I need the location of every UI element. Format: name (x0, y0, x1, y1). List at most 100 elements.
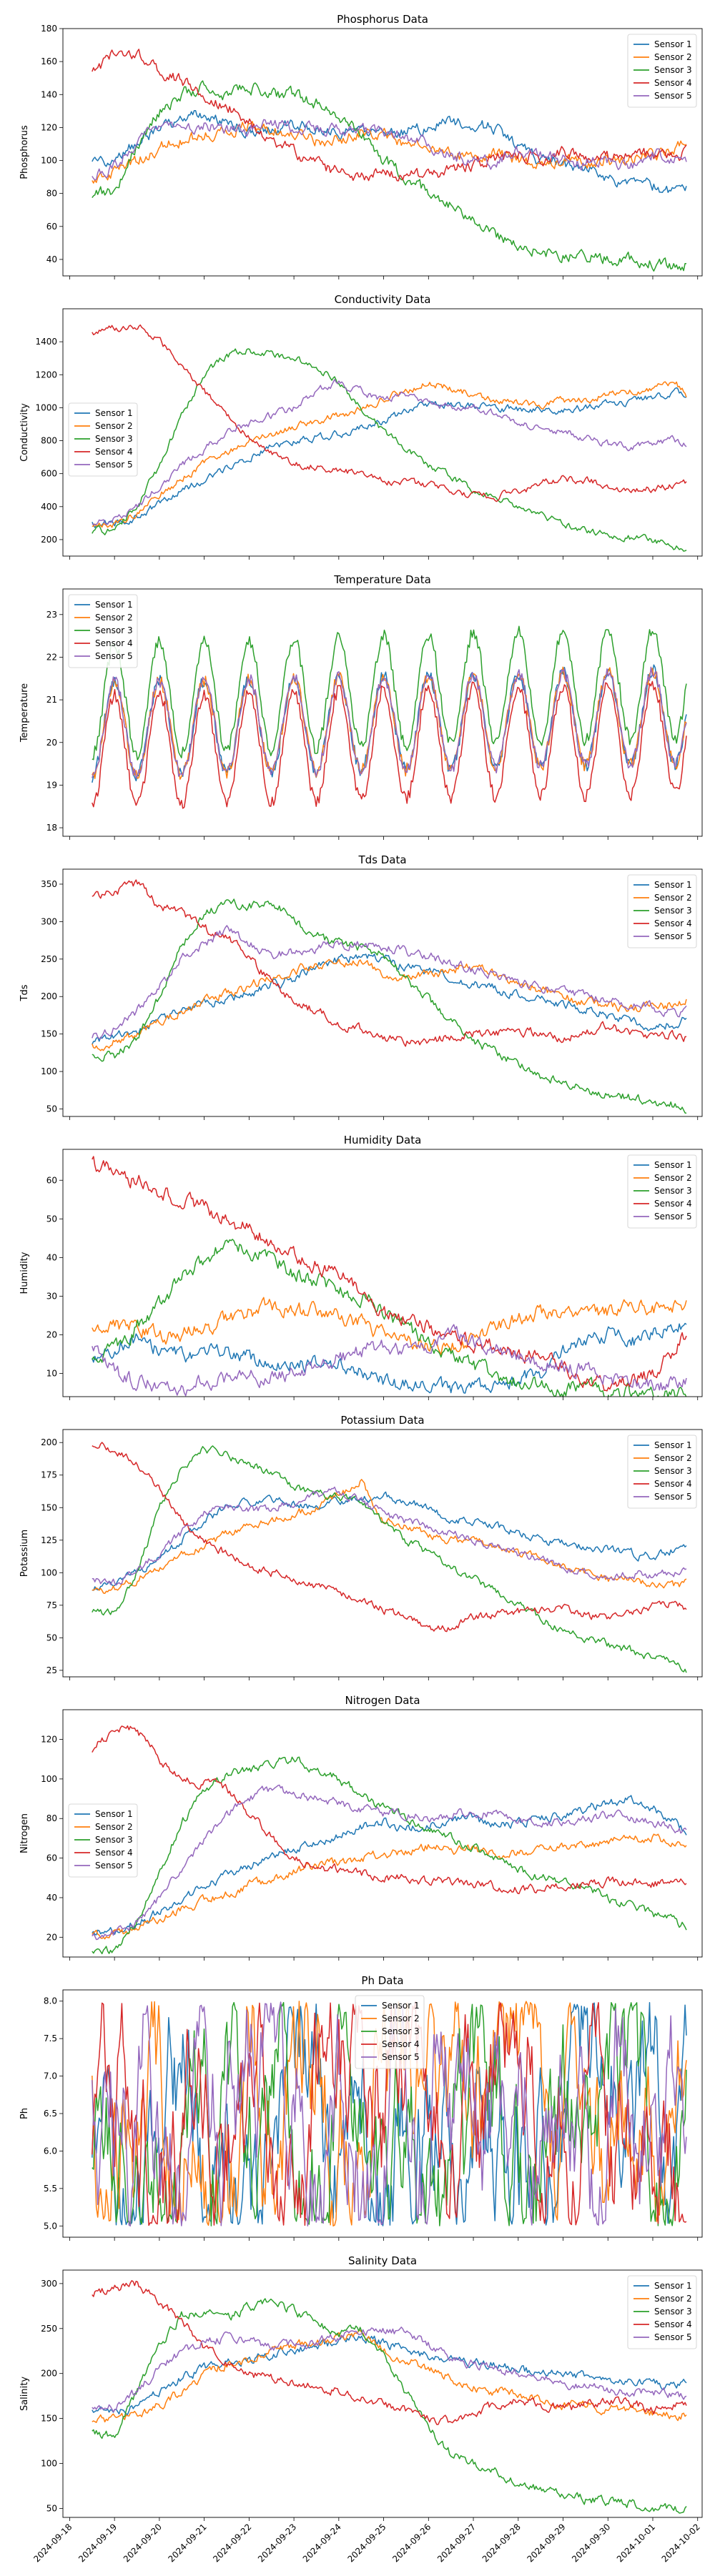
subplot-title: Conductivity Data (335, 293, 431, 306)
legend-box (627, 2275, 697, 2349)
y-tick-label: 1000 (35, 402, 57, 412)
legend-entry: Sensor 5 (654, 931, 692, 941)
legend-box (68, 402, 138, 477)
series-line-sensor-1 (92, 2333, 687, 2415)
legend-entry: Sensor 3 (95, 434, 133, 444)
legend: Sensor 1 Sensor 2 Sensor 3 Sensor 4 Sensor 5 (627, 874, 697, 948)
series-line-sensor-2 (92, 2329, 687, 2423)
y-tick-label: 6.0 (44, 2146, 57, 2156)
series-line-sensor-5 (92, 666, 687, 779)
legend: Sensor 1 Sensor 2 Sensor 3 Sensor 4 Sensor 5 (68, 1803, 138, 1878)
y-axis-label: Humidity (19, 1252, 30, 1294)
series-line-sensor-5 (92, 925, 687, 1039)
series-line-sensor-3 (92, 2298, 687, 2514)
series-line-sensor-3 (92, 625, 687, 761)
y-tick-label: 60 (46, 1853, 57, 1863)
legend-entry: Sensor 2 (654, 1173, 692, 1183)
series-line-sensor-5 (92, 379, 687, 525)
series-line-sensor-5 (92, 1324, 687, 1397)
series-line-sensor-3 (92, 348, 687, 552)
legend-entry: Sensor 4 (95, 1848, 133, 1858)
legend-box (68, 594, 138, 668)
y-tick-label: 22 (46, 652, 57, 662)
subplot-title: Potassium Data (340, 1414, 424, 1427)
axes-frame (62, 1989, 703, 2238)
series-line-sensor-3 (92, 1239, 687, 1397)
series-line-sensor-3 (92, 1756, 687, 1955)
subplot-humidity-data: Humidity Data Humidity 10 20 30 40 50 60 Sensor … (19, 1134, 703, 1400)
y-tick-label: 20 (46, 1932, 57, 1942)
series-line-sensor-3 (92, 898, 687, 1114)
legend-entry: Sensor 3 (654, 2307, 692, 2317)
y-tick-label: 6.5 (44, 2109, 57, 2119)
legend: Sensor 1 Sensor 2 Sensor 3 Sensor 4 Sensor 5 (68, 402, 138, 477)
legend-entry: Sensor 3 (654, 65, 692, 75)
y-tick-label: 200 (41, 1437, 57, 1447)
legend-box (627, 874, 697, 948)
subplot-title: Salinity Data (348, 2254, 417, 2267)
series-line-sensor-1 (92, 664, 687, 783)
legend-entry: Sensor 3 (95, 625, 133, 635)
legend-box (627, 1154, 697, 1229)
series-line-sensor-2 (92, 1479, 687, 1595)
y-tick-label: 125 (41, 1535, 57, 1545)
y-tick-label: 300 (41, 2279, 57, 2289)
y-tick-label: 50 (46, 1214, 57, 1224)
legend-entry: Sensor 5 (654, 2332, 692, 2342)
y-tick-label: 40 (46, 1893, 57, 1903)
x-tick-label: 2024-09-26 (390, 2522, 433, 2564)
series-line-sensor-4 (92, 324, 687, 502)
y-tick-label: 150 (41, 1502, 57, 1512)
y-tick-label: 20 (46, 1330, 57, 1340)
y-tick-label: 40 (46, 254, 57, 264)
legend-entry: Sensor 5 (382, 2052, 420, 2062)
legend-entry: Sensor 2 (654, 2294, 692, 2304)
plot-area (92, 324, 687, 552)
y-tick-label: 400 (41, 502, 57, 512)
y-tick-label: 600 (41, 469, 57, 479)
legend-entry: Sensor 1 (382, 2001, 420, 2011)
axes-frame (62, 1429, 703, 1678)
y-axis-label: Nitrogen (19, 1813, 30, 1853)
series-line-sensor-1 (92, 387, 687, 528)
plot-area (92, 2280, 687, 2514)
x-tick-label: 2024-09-30 (570, 2522, 612, 2564)
subplot-temperature-data: Temperature Data Temperature 18 19 20 21 22 23 S… (19, 573, 703, 840)
y-axis-label: Tds (19, 984, 30, 1001)
subplot-title: Nitrogen Data (345, 1694, 420, 1707)
legend-entry: Sensor 3 (654, 906, 692, 916)
y-tick-label: 200 (41, 2369, 57, 2379)
y-tick-label: 60 (46, 222, 57, 232)
series-line-sensor-4 (92, 2280, 687, 2425)
legend-box (355, 1995, 425, 2069)
series-line-sensor-2 (92, 381, 687, 528)
axes-frame (62, 28, 703, 277)
series-line-sensor-4 (92, 1156, 687, 1392)
y-tick-label: 250 (41, 2324, 57, 2334)
x-tick-label: 2024-09-22 (211, 2522, 253, 2564)
legend-box (68, 1803, 138, 1878)
legend-entry: Sensor 1 (95, 408, 133, 418)
legend-entry: Sensor 4 (382, 2039, 420, 2049)
series-line-sensor-3 (92, 2001, 687, 2226)
series-line-sensor-5 (92, 1784, 687, 1941)
x-tick-label: 2024-09-19 (77, 2522, 119, 2564)
plot-area (92, 49, 687, 272)
series-line-sensor-4 (92, 680, 687, 809)
x-tick-label: 2024-10-01 (615, 2522, 657, 2564)
series-line-sensor-1 (92, 1491, 687, 1591)
subplot-title: Temperature Data (333, 573, 431, 586)
series-line-sensor-2 (92, 666, 687, 780)
y-tick-label: 80 (46, 189, 57, 199)
y-tick-label: 50 (46, 2503, 57, 2513)
series-line-sensor-1 (92, 110, 687, 194)
legend: Sensor 1 Sensor 2 Sensor 3 Sensor 4 Sensor 5 (627, 34, 697, 108)
plot-area (92, 879, 687, 1114)
legend-entry: Sensor 1 (654, 1160, 692, 1170)
legend-entry: Sensor 2 (654, 893, 692, 903)
y-tick-label: 150 (41, 2414, 57, 2424)
series-line-sensor-4 (92, 1442, 687, 1633)
y-tick-label: 18 (46, 823, 57, 833)
y-tick-label: 150 (41, 1029, 57, 1039)
